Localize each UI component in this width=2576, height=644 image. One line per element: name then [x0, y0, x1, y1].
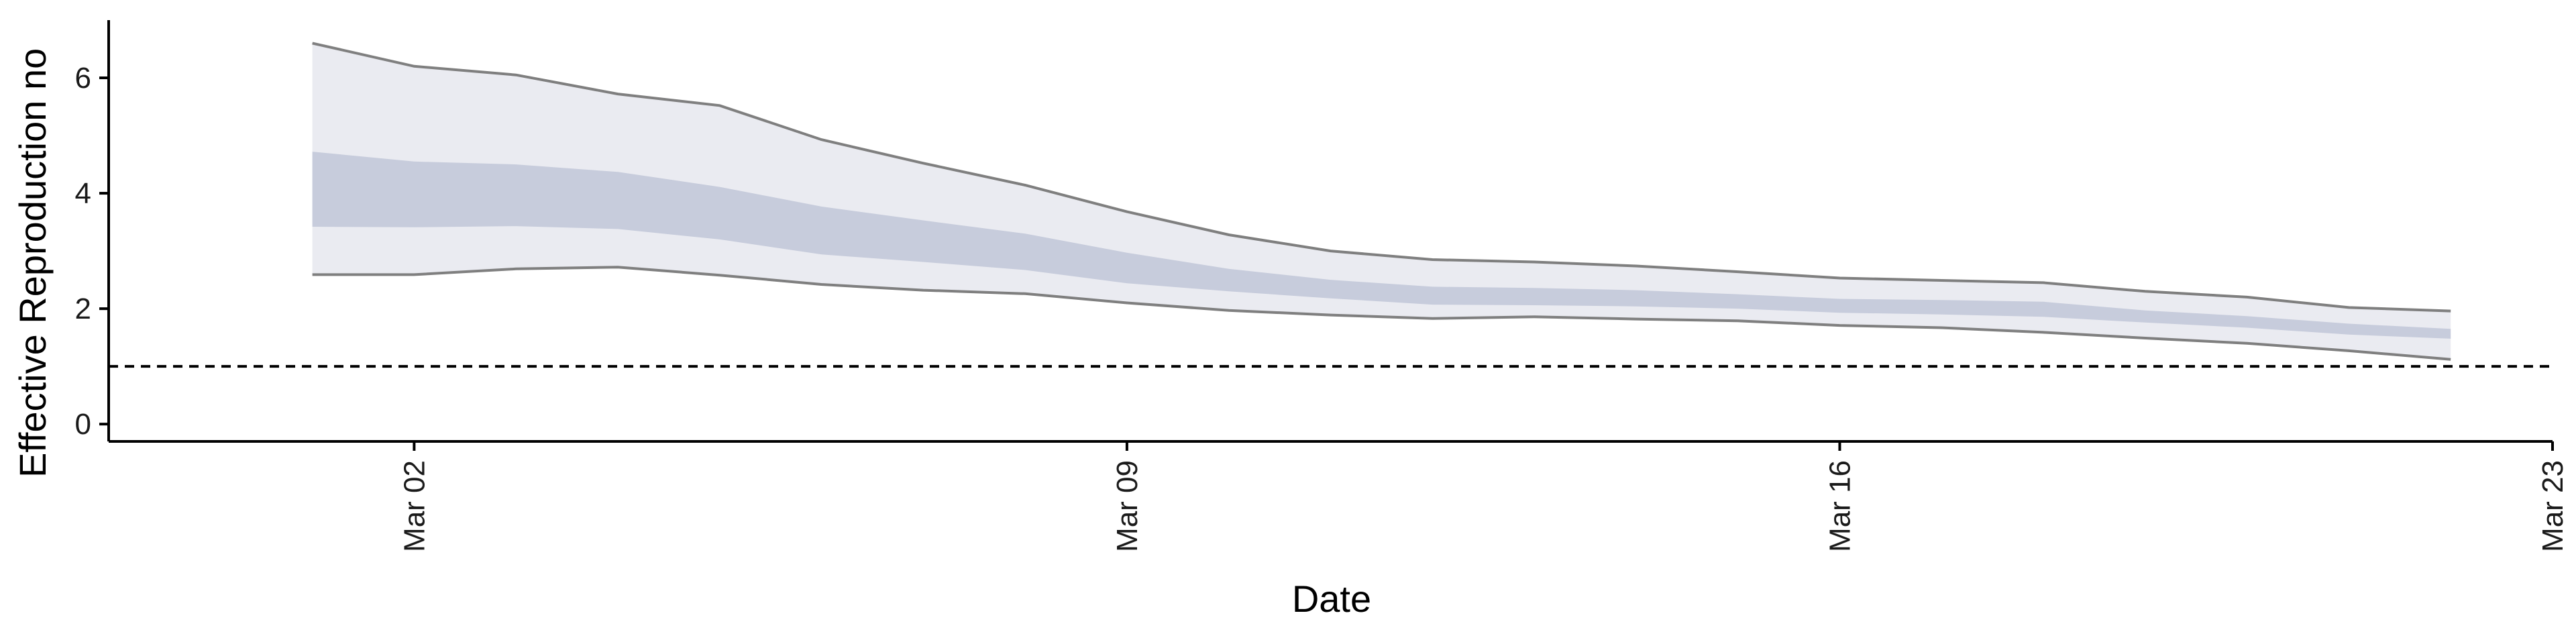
axes: [107, 20, 2553, 443]
y-axis-title: Effective Reproduction no: [11, 48, 54, 478]
x-tick-label: Mar 23: [2536, 460, 2569, 552]
x-tick-label: Mar 02: [398, 460, 431, 552]
upper-95-line: [312, 42, 2451, 313]
y-tick-label: 0: [75, 408, 91, 441]
credible-interval-outlines: [312, 42, 2451, 361]
x-tick-label: Mar 09: [1111, 460, 1144, 552]
band-50: [312, 152, 2451, 339]
lower-95-line: [312, 266, 2451, 361]
x-tick-label: Mar 16: [1824, 460, 1857, 552]
ticks: 0 2 4 6 Mar 02 Mar 09 Mar 16 Mar 23: [75, 62, 2569, 552]
x-axis-title: Date: [1292, 578, 1371, 620]
credible-interval-bands: [312, 43, 2451, 360]
y-tick-label: 6: [75, 62, 91, 95]
y-tick-label: 2: [75, 292, 91, 325]
y-tick-label: 4: [75, 177, 91, 210]
